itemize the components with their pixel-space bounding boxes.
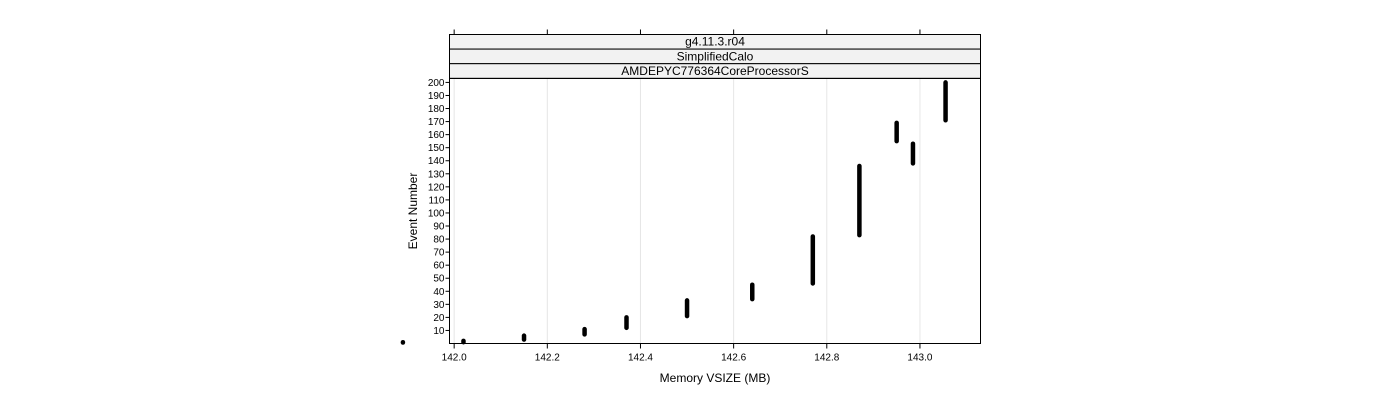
y-tick-label: 70 [433, 248, 445, 259]
y-tick-label: 170 [428, 117, 445, 128]
y-tick-label: 180 [428, 104, 445, 115]
x-tick-label: 142.2 [535, 353, 560, 364]
x-tick-label: 142.6 [721, 353, 746, 364]
x-axis: 142.0 142.2 142.4 142.6 142.8 143.0 [442, 29, 933, 364]
y-tick-label: 100 [428, 208, 445, 219]
x-axis-title: Memory VSIZE (MB) [660, 371, 771, 385]
y-tick-label: 190 [428, 91, 445, 102]
y-tick-label: 160 [428, 130, 445, 141]
y-tick-label: 50 [433, 274, 445, 285]
y-tick-label: 60 [433, 261, 445, 272]
x-tick-label: 143.0 [907, 353, 932, 364]
y-tick-label: 140 [428, 156, 445, 167]
y-tick-label: 130 [428, 169, 445, 180]
panel-frame [449, 78, 981, 344]
y-tick-label: 150 [428, 143, 445, 154]
y-axis-title: Event Number [406, 173, 420, 250]
strip-label-bottom: AMDEPYC776364CoreProcessorS [621, 64, 808, 78]
strip-label-middle: SimplifiedCalo [677, 50, 754, 64]
strip-panel: g4.11.3.r04 SimplifiedCalo AMDEPYC776364… [449, 34, 981, 79]
y-tick-label: 200 [428, 78, 445, 89]
y-tick-label: 20 [433, 313, 445, 324]
gridlines [453, 78, 921, 344]
x-tick-label: 142.4 [628, 353, 653, 364]
y-tick-label: 40 [433, 287, 445, 298]
x-tick-label: 142.8 [814, 353, 839, 364]
y-tick-label: 120 [428, 182, 445, 193]
y-tick-label: 10 [433, 326, 445, 337]
data-marks [400, 80, 948, 345]
y-tick-label: 30 [433, 300, 445, 311]
y-tick-label: 110 [429, 195, 445, 206]
y-tick-label: 80 [433, 235, 445, 246]
y-tick-label: 90 [433, 222, 445, 233]
strip-label-top: g4.11.3.r04 [685, 35, 745, 49]
y-axis: 10 20 30 40 50 60 70 80 90 100 110 120 130 140 150 160 1… [428, 78, 450, 337]
x-tick-label: 142.0 [442, 353, 467, 364]
